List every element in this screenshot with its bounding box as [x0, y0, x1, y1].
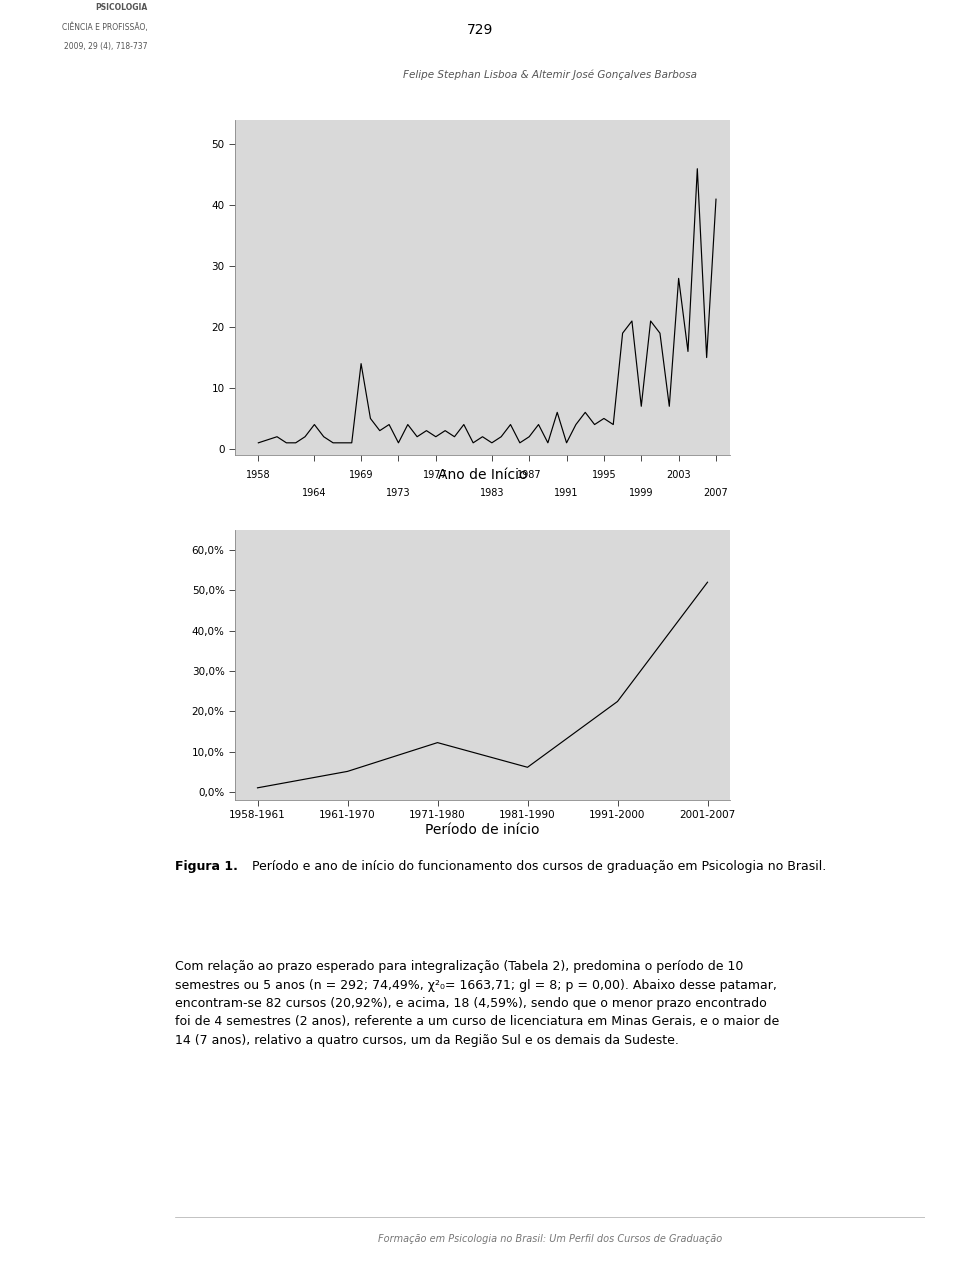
Text: 2009, 29 (4), 718-737: 2009, 29 (4), 718-737	[63, 43, 147, 52]
Text: 1987: 1987	[516, 470, 541, 480]
Text: 1958: 1958	[246, 470, 271, 480]
Text: 2003: 2003	[666, 470, 691, 480]
Text: 1964: 1964	[302, 488, 326, 498]
Text: Ano de Início: Ano de Início	[438, 468, 527, 482]
Text: PSICOLOGIA: PSICOLOGIA	[95, 3, 147, 12]
Text: 1995: 1995	[591, 470, 616, 480]
Text: Figura 1.: Figura 1.	[175, 860, 238, 873]
Text: 1999: 1999	[629, 488, 654, 498]
Text: 1991: 1991	[554, 488, 579, 498]
Text: Felipe Stephan Lisboa & Altemir José Gonçalves Barbosa: Felipe Stephan Lisboa & Altemir José Gon…	[403, 70, 697, 80]
Text: 1977: 1977	[423, 470, 448, 480]
Text: CIÊNCIA E PROFISSÃO,: CIÊNCIA E PROFISSÃO,	[61, 23, 147, 32]
Text: Com relação ao prazo esperado para integralização (Tabela 2), predomina o períod: Com relação ao prazo esperado para integ…	[175, 960, 780, 1047]
Text: 1973: 1973	[386, 488, 411, 498]
Text: 1969: 1969	[348, 470, 373, 480]
Text: Formação em Psicologia no Brasil: Um Perfil dos Cursos de Graduação: Formação em Psicologia no Brasil: Um Per…	[378, 1234, 722, 1244]
Text: 729: 729	[467, 23, 493, 37]
Text: 1983: 1983	[480, 488, 504, 498]
Text: 2007: 2007	[704, 488, 729, 498]
Text: Período e ano de início do funcionamento dos cursos de graduação em Psicologia n: Período e ano de início do funcionamento…	[248, 860, 826, 873]
Text: Período de início: Período de início	[425, 823, 540, 837]
